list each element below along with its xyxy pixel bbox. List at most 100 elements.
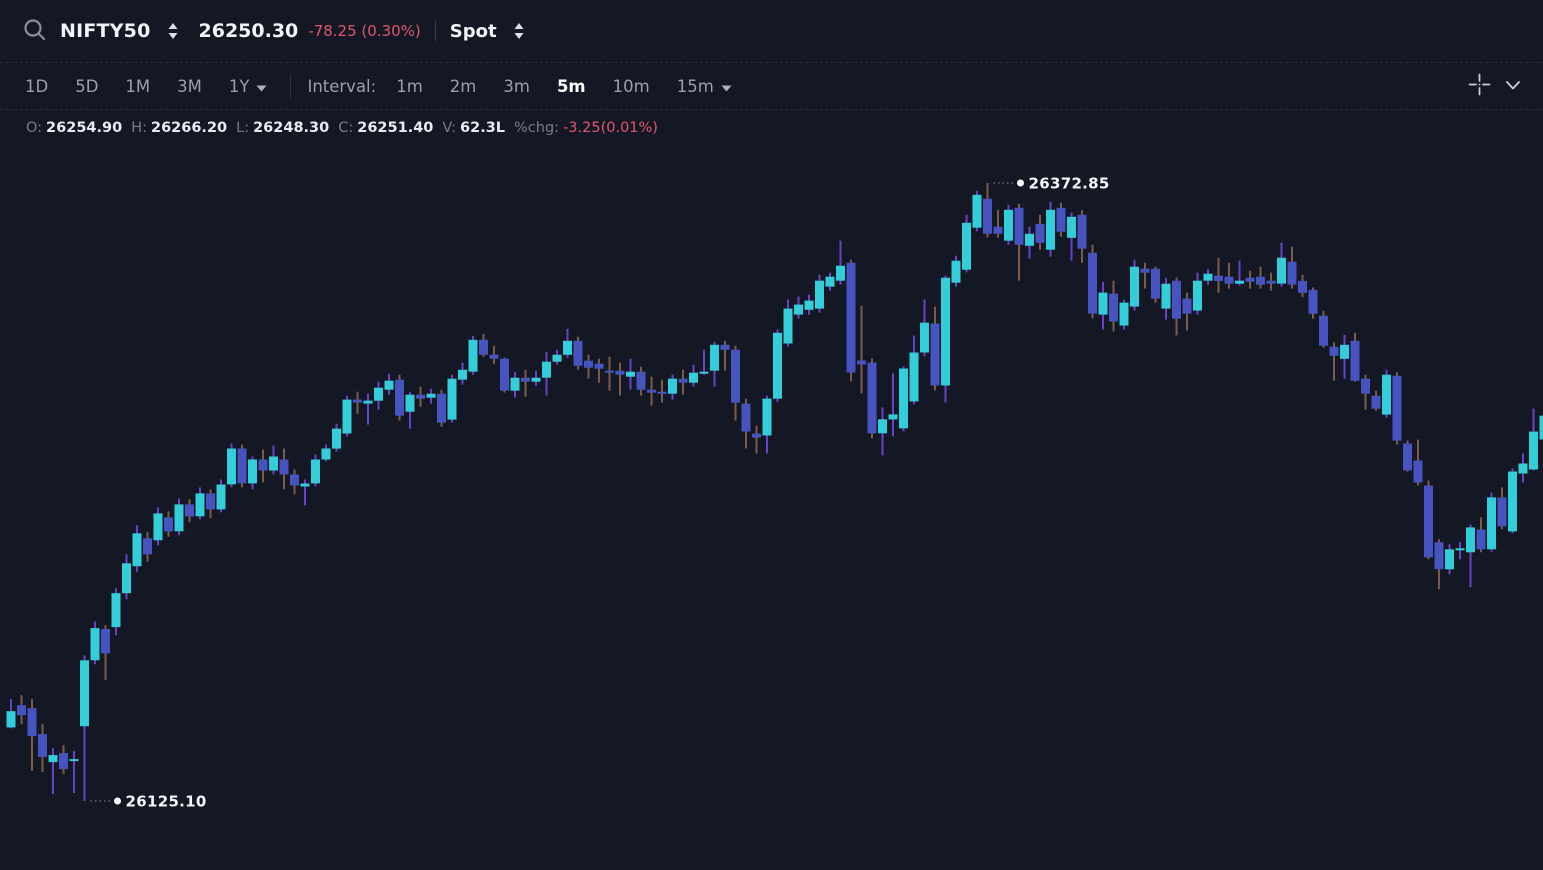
interval-button-3m[interactable]: 3m <box>503 76 530 96</box>
chart-options-button[interactable] <box>1505 79 1521 94</box>
candle-wick <box>598 358 600 383</box>
interval-button-5m[interactable]: 5m <box>556 76 586 96</box>
volume-value: 62.3L <box>460 119 506 136</box>
range-button-3m[interactable]: 3M <box>177 76 202 96</box>
range-button-1d[interactable]: 1D <box>25 76 49 96</box>
range-button-1m[interactable]: 1M <box>125 76 151 96</box>
candle-body <box>1245 277 1255 282</box>
candle-body <box>951 260 961 283</box>
candle-body <box>899 368 908 429</box>
candle-body <box>1235 280 1244 284</box>
candle-body <box>815 280 824 309</box>
candle-body <box>195 493 205 517</box>
candle-body <box>626 371 635 377</box>
candle-body <box>1014 207 1024 245</box>
candle-body <box>1434 542 1444 570</box>
candle-body <box>300 483 310 487</box>
candle-wick <box>608 356 611 391</box>
high-price-label: 26372.85 <box>1029 175 1110 193</box>
volume-label: V: <box>442 119 457 136</box>
candle-body <box>1056 207 1066 232</box>
candle-body <box>353 399 362 403</box>
chevron-down-icon <box>1505 79 1521 94</box>
candle-body <box>384 380 394 390</box>
candle-body <box>374 387 383 401</box>
high-label: H: <box>131 119 147 136</box>
candle-body <box>90 628 100 661</box>
toolbar-divider <box>290 74 292 98</box>
crosshair-icon <box>1467 72 1492 100</box>
range-button-5d[interactable]: 5D <box>75 76 99 96</box>
candle-body <box>206 493 215 510</box>
candlestick-chart[interactable]: 26372.85 26125.10 <box>0 145 1543 870</box>
candle-wick <box>83 655 86 801</box>
candle-body <box>615 370 625 375</box>
candle-body <box>605 370 614 373</box>
candle-body <box>752 433 761 438</box>
price-change: -78.25 (0.30%) <box>308 22 421 40</box>
candle-body <box>552 354 562 362</box>
candle-body <box>1119 302 1129 326</box>
interval-dropdown-label: 15m <box>676 76 714 96</box>
candle-body <box>342 399 352 434</box>
candle-body <box>678 378 688 383</box>
candle-wick <box>304 479 306 506</box>
candle-body <box>920 322 929 353</box>
candle-body <box>311 459 320 484</box>
candle-wick <box>356 391 359 414</box>
candle-body <box>458 369 467 380</box>
candle-body <box>731 349 740 403</box>
candle-body <box>783 308 793 344</box>
candle-body <box>1371 395 1381 409</box>
candle-body <box>101 629 110 654</box>
candle-body <box>573 340 583 366</box>
candle-body <box>983 198 992 234</box>
candle-wick <box>52 748 54 794</box>
market-type-selector[interactable]: Spot <box>450 21 525 42</box>
candle-body <box>332 428 341 449</box>
candle-body <box>426 393 436 398</box>
candle-body <box>710 344 719 371</box>
low-price-label-dot <box>114 797 121 805</box>
candle-wick <box>524 369 527 397</box>
candle-body <box>1466 527 1475 553</box>
candle-body <box>584 360 593 368</box>
candle-body <box>1046 209 1055 250</box>
candle-body <box>521 377 530 382</box>
interval-button-1m[interactable]: 1m <box>396 76 423 96</box>
candle-body <box>290 474 299 486</box>
symbol-selector[interactable]: NIFTY50 <box>48 20 179 42</box>
candle-body <box>857 360 866 365</box>
candle-body <box>720 344 730 350</box>
candle-body <box>437 393 446 423</box>
candle-body <box>1224 276 1234 284</box>
interval-button-10m[interactable]: 10m <box>612 76 650 96</box>
candle-body <box>479 339 488 355</box>
high-value: 26266.20 <box>150 119 228 136</box>
candle-body <box>1413 460 1423 483</box>
candle-body <box>489 354 499 359</box>
candle-body <box>1161 283 1171 309</box>
search-button[interactable] <box>22 17 48 46</box>
search-icon <box>22 17 48 46</box>
interval-button-2m[interactable]: 2m <box>449 76 477 96</box>
candle-body <box>972 194 982 228</box>
candle-body <box>17 705 26 716</box>
crosshair-tool-button[interactable] <box>1467 72 1492 100</box>
caret-down-icon <box>721 77 732 96</box>
low-price-label: 26125.10 <box>126 793 207 811</box>
candle-body <box>38 734 47 757</box>
candle-body <box>122 563 131 594</box>
candle-body <box>1151 268 1160 299</box>
symbol-switcher-icon <box>167 22 179 40</box>
candle-body <box>888 414 898 420</box>
interval-dropdown-15m[interactable]: 15m <box>677 77 732 96</box>
candle-body <box>804 300 814 310</box>
candle-body <box>447 378 457 420</box>
candle-body <box>1277 257 1286 284</box>
range-dropdown-1y[interactable]: 1Y <box>229 77 268 96</box>
candle-body <box>185 504 194 517</box>
symbol-name: NIFTY50 <box>60 20 151 42</box>
candle-body <box>143 538 152 555</box>
caret-down-icon <box>256 77 267 96</box>
